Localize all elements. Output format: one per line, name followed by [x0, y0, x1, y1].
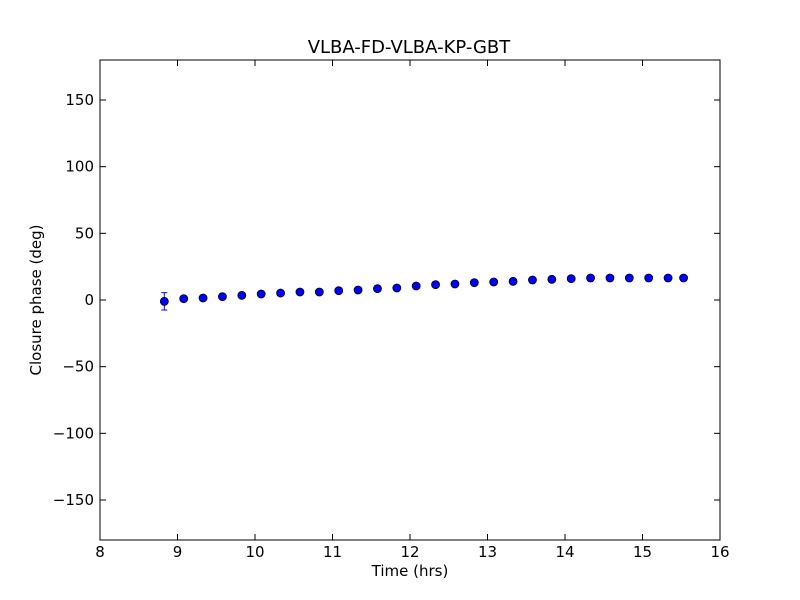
plot-area [159, 273, 688, 311]
y-tick-label: 50 [75, 224, 94, 242]
data-point [334, 286, 344, 296]
data-point [624, 273, 634, 283]
data-point [679, 273, 688, 283]
data-point [276, 288, 285, 298]
data-point [528, 275, 537, 285]
x-tick-label: 15 [633, 543, 652, 561]
x-tick-label: 8 [95, 543, 105, 561]
data-point [237, 290, 247, 300]
data-point [663, 273, 673, 283]
chart-title: VLBA-FD-VLBA-KP-GBT [308, 37, 512, 58]
data-point [411, 281, 421, 291]
x-tick-label: 13 [478, 543, 497, 561]
y-axis-label: Closure phase (deg) [27, 225, 45, 376]
data-point [644, 273, 654, 283]
y-tick-label: −50 [62, 358, 94, 376]
x-tick-label: 11 [323, 543, 342, 561]
x-tick-label: 14 [555, 543, 574, 561]
x-tick-label: 9 [173, 543, 183, 561]
y-tick-label: 0 [84, 291, 94, 309]
y-tick-label: −150 [53, 491, 94, 509]
data-point [256, 289, 266, 299]
x-axis-label: Time (hrs) [371, 562, 449, 580]
data-point [586, 273, 595, 283]
data-point [179, 294, 189, 304]
data-point [353, 285, 363, 295]
x-tick-label: 10 [245, 543, 264, 561]
x-tick-label: 16 [710, 543, 729, 561]
data-point [605, 273, 615, 283]
data-point [489, 277, 499, 287]
y-axis: −150 −100 −50 0 50 100 150 [53, 91, 720, 509]
data-point [373, 284, 382, 294]
data-point [198, 293, 208, 303]
data-point [450, 279, 460, 289]
data-point [218, 292, 227, 302]
y-tick-label: 100 [65, 158, 94, 176]
data-point [392, 283, 402, 293]
data-point [295, 287, 305, 297]
data-point [431, 280, 440, 290]
data-point [314, 287, 324, 297]
data-point [159, 296, 169, 306]
x-tick-label: 12 [400, 543, 419, 561]
x-axis: 8 9 10 11 12 13 14 15 16 [95, 60, 730, 561]
data-point [547, 274, 557, 284]
y-tick-label: −100 [53, 424, 94, 442]
data-point [508, 276, 518, 286]
data-point [566, 274, 576, 284]
y-tick-label: 150 [65, 91, 94, 109]
data-point [469, 278, 479, 288]
